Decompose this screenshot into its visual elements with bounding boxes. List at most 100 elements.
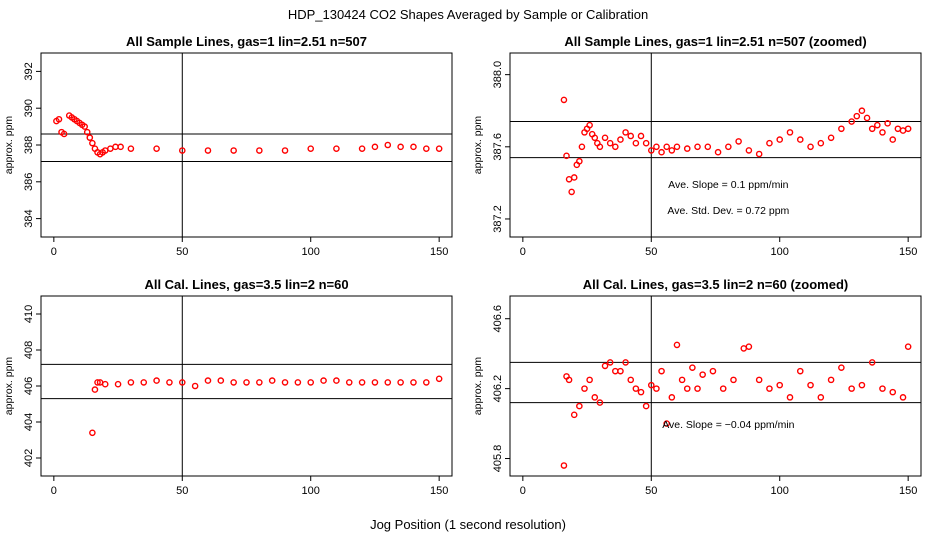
panel-title: All Cal. Lines, gas=3.5 lin=2 n=60 <box>144 277 348 292</box>
data-point <box>601 134 609 142</box>
y-axis-label: approx. ppm <box>472 116 484 175</box>
data-point <box>709 367 717 375</box>
data-point <box>647 147 655 154</box>
panel-4: All Cal. Lines, gas=3.5 lin=2 n=60 (zoom… <box>472 277 922 497</box>
data-point <box>320 377 327 384</box>
data-point <box>766 385 773 392</box>
data-point <box>817 394 825 401</box>
data-point <box>91 386 99 393</box>
data-point <box>256 379 263 386</box>
y-tick-label: 386 <box>23 173 35 191</box>
y-axis-label: approx. ppm <box>3 116 15 175</box>
data-point <box>86 134 94 141</box>
data-point <box>166 379 173 386</box>
data-point <box>868 359 876 366</box>
figure-xlabel: Jog Position (1 second resolution) <box>370 517 566 532</box>
plot-frame <box>509 52 922 238</box>
data-point <box>127 145 135 152</box>
y-tick-label: 410 <box>23 305 35 323</box>
data-point <box>576 402 583 410</box>
data-point <box>838 125 845 133</box>
data-point <box>570 174 578 181</box>
data-point <box>786 394 794 401</box>
data-point <box>294 379 302 386</box>
data-point <box>637 388 645 396</box>
data-point <box>563 152 570 160</box>
data-point <box>683 145 691 152</box>
data-point <box>127 379 135 386</box>
data-point <box>117 143 124 151</box>
data-point <box>776 381 784 389</box>
data-point <box>868 125 876 133</box>
data-point <box>848 385 855 392</box>
x-tick-label: 0 <box>51 485 57 497</box>
data-point <box>586 376 593 384</box>
annotation: Ave. Std. Dev. = 0.72 ppm <box>667 205 789 217</box>
data-point <box>191 382 199 390</box>
data-point <box>81 123 88 130</box>
data-point <box>740 345 748 352</box>
data-point <box>714 148 722 156</box>
data-point <box>853 112 861 120</box>
panel-1: All Sample Lines, gas=1 lin=2.51 n=507 ap… <box>3 34 453 258</box>
data-point <box>268 377 276 384</box>
panels: All Sample Lines, gas=1 lin=2.51 n=507 ap… <box>3 34 922 497</box>
data-point <box>694 143 701 151</box>
x-tick-label: 0 <box>520 485 526 497</box>
data-point <box>663 143 670 151</box>
data-point <box>435 375 443 383</box>
data-point <box>899 394 907 401</box>
data-point <box>673 143 681 151</box>
data-point <box>689 364 696 371</box>
data-point <box>668 394 676 401</box>
data-point <box>358 145 366 152</box>
data-point <box>560 462 568 469</box>
data-point <box>410 379 417 386</box>
y-tick-label: 404 <box>23 413 35 431</box>
data-point <box>807 381 814 389</box>
data-point <box>410 143 417 151</box>
x-tick-label: 150 <box>899 485 917 497</box>
data-point <box>889 388 897 396</box>
data-point <box>178 379 186 386</box>
data-point <box>755 150 763 158</box>
data-point <box>617 367 624 375</box>
data-point <box>606 139 614 147</box>
data-point <box>570 411 578 419</box>
y-tick-label: 388 <box>23 136 35 154</box>
data-point <box>384 141 392 149</box>
data-point <box>719 385 727 392</box>
data-point <box>596 399 604 406</box>
data-point <box>358 379 366 386</box>
annotation: Ave. Slope = −0.04 ppm/min <box>662 419 794 431</box>
y-tick-label: 392 <box>23 62 35 80</box>
data-point <box>658 148 665 156</box>
x-tick-label: 150 <box>430 485 448 497</box>
panel-title: All Sample Lines, gas=1 lin=2.51 n=507 (… <box>564 34 866 49</box>
y-tick-label: 388.0 <box>492 61 504 89</box>
data-point <box>606 359 614 366</box>
data-point <box>730 376 737 384</box>
data-point <box>904 125 912 133</box>
x-tick-label: 100 <box>771 485 789 497</box>
panel-3: All Cal. Lines, gas=3.5 lin=2 n=60 approx… <box>3 277 453 497</box>
data-point <box>642 402 650 410</box>
data-point <box>632 385 640 392</box>
x-tick-label: 0 <box>51 246 57 258</box>
data-point <box>874 121 881 129</box>
data-point <box>827 376 835 384</box>
data-point <box>899 127 907 134</box>
data-point <box>333 145 340 152</box>
data-point <box>565 175 573 183</box>
panel-2: All Sample Lines, gas=1 lin=2.51 n=507 (… <box>472 34 922 258</box>
data-point <box>371 143 379 151</box>
data-point <box>114 380 122 388</box>
data-point <box>827 134 835 142</box>
data-point <box>371 379 379 386</box>
data-point <box>807 143 814 151</box>
data-point <box>889 136 897 143</box>
data-point <box>663 420 670 427</box>
x-tick-label: 100 <box>302 485 320 497</box>
